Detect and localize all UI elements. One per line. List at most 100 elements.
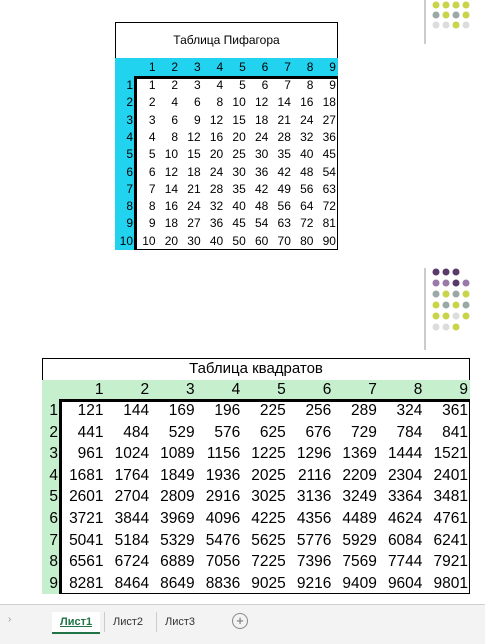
table-cell: 5 bbox=[239, 78, 246, 92]
table-cell: 1 bbox=[148, 78, 156, 92]
table-cell: 9604 bbox=[387, 574, 423, 592]
row-header: 5 bbox=[126, 147, 133, 162]
table-cell: 60 bbox=[254, 233, 269, 248]
table-cell: 70 bbox=[277, 233, 291, 248]
row-header: 8 bbox=[49, 553, 58, 571]
table-cell: 784 bbox=[396, 423, 423, 441]
column-header: 4 bbox=[231, 381, 241, 398]
column-header: 7 bbox=[368, 381, 377, 398]
table-cell: 2 bbox=[148, 95, 156, 110]
dots-middle bbox=[432, 268, 470, 331]
table-cell: 6 bbox=[171, 112, 179, 127]
table-cell: 5776 bbox=[296, 531, 332, 549]
table-cell: 6 bbox=[261, 78, 269, 92]
table-cell: 18 bbox=[164, 216, 179, 231]
table-cell: 6 bbox=[193, 95, 201, 110]
column-header: 4 bbox=[216, 60, 224, 74]
table-cell: 28 bbox=[209, 181, 224, 196]
table-cell: 289 bbox=[351, 402, 377, 419]
sheet-tab[interactable]: Лист3 bbox=[156, 612, 203, 632]
table-cell: 3844 bbox=[114, 510, 150, 527]
table-cell: 45 bbox=[232, 216, 246, 231]
table-cell: 7056 bbox=[205, 553, 241, 571]
table-cell: 21 bbox=[277, 112, 291, 127]
table-cell: 4 bbox=[148, 129, 156, 144]
table-cell: 3481 bbox=[433, 488, 468, 506]
table-cell: 10 bbox=[142, 233, 156, 248]
row-header: 1 bbox=[49, 402, 58, 419]
table-cell: 8 bbox=[171, 129, 179, 144]
scroll-arrow[interactable]: › bbox=[8, 614, 12, 625]
table-cell: 21 bbox=[187, 181, 201, 196]
table-cell: 7921 bbox=[433, 553, 468, 571]
table-cell: 54 bbox=[254, 216, 269, 231]
table-cell: 14 bbox=[164, 181, 179, 196]
table-cell: 196 bbox=[214, 402, 241, 419]
row-header: 4 bbox=[49, 466, 58, 484]
table-cell: 961 bbox=[77, 445, 104, 463]
table-cell: 9409 bbox=[342, 574, 377, 592]
table-cell: 25 bbox=[232, 147, 246, 162]
table-cell: 20 bbox=[164, 233, 179, 248]
sheet-tab[interactable]: Лист2 bbox=[104, 612, 151, 632]
table-cell: 30 bbox=[254, 147, 269, 162]
table-cell: 27 bbox=[187, 216, 201, 231]
row-header: 7 bbox=[126, 181, 133, 196]
table-cell: 5329 bbox=[160, 531, 195, 549]
table-cell: 8836 bbox=[205, 574, 241, 592]
table-cell: 3136 bbox=[296, 488, 332, 506]
table-cell: 5184 bbox=[114, 531, 150, 549]
table-cell: 4761 bbox=[433, 510, 468, 527]
table-cell: 2601 bbox=[69, 488, 104, 506]
table-cell: 6561 bbox=[69, 553, 104, 571]
table-cell: 9216 bbox=[296, 574, 332, 592]
table-cell: 484 bbox=[123, 423, 150, 441]
table-title: Таблица квадратов bbox=[189, 360, 323, 377]
table-cell: 56 bbox=[277, 199, 291, 214]
table-cell: 324 bbox=[396, 402, 423, 419]
table-cell: 6724 bbox=[114, 553, 150, 571]
table-cell: 121 bbox=[77, 402, 104, 419]
table-cell: 6889 bbox=[160, 553, 195, 571]
row-header: 6 bbox=[126, 164, 133, 179]
table-cell: 12 bbox=[209, 112, 224, 127]
table-cell: 9 bbox=[329, 78, 336, 92]
table-cell: 48 bbox=[254, 199, 269, 214]
table-cell: 1089 bbox=[160, 445, 195, 463]
column-header: 6 bbox=[322, 381, 332, 398]
column-header: 3 bbox=[186, 381, 195, 398]
table-cell: 9801 bbox=[433, 574, 468, 592]
table-cell: 18 bbox=[187, 164, 201, 179]
sheet-tab[interactable]: Лист1 bbox=[52, 612, 101, 634]
table-cell: 27 bbox=[322, 112, 336, 127]
table-cell: 7396 bbox=[296, 553, 332, 571]
table-cell: 3721 bbox=[69, 510, 104, 527]
table-cell: 5625 bbox=[251, 531, 286, 549]
table-cell: 15 bbox=[232, 112, 246, 127]
table-cell: 36 bbox=[322, 129, 336, 144]
table-cell: 1444 bbox=[387, 445, 423, 463]
table-cell: 12 bbox=[187, 129, 201, 144]
table-cell: 441 bbox=[77, 423, 104, 441]
table-cell: 9 bbox=[193, 112, 201, 127]
table-cell: 7744 bbox=[387, 553, 423, 571]
table-cell: 14 bbox=[277, 95, 291, 110]
table-cell: 8464 bbox=[114, 574, 150, 592]
table-cell: 169 bbox=[168, 402, 195, 419]
table-cell: 225 bbox=[259, 402, 286, 419]
column-header: 3 bbox=[193, 60, 201, 74]
table-cell: 40 bbox=[209, 233, 224, 248]
table-cell: 12 bbox=[164, 164, 179, 179]
row-header: 6 bbox=[49, 510, 58, 527]
table-title: Таблица Пифагора bbox=[173, 33, 280, 47]
column-header: 2 bbox=[171, 60, 179, 74]
table-cell: 30 bbox=[187, 233, 201, 248]
row-header: 2 bbox=[126, 95, 133, 110]
add-sheet-button[interactable]: + bbox=[232, 613, 248, 629]
table-cell: 676 bbox=[305, 423, 332, 441]
header-column-band bbox=[42, 380, 60, 595]
row-header: 4 bbox=[126, 129, 133, 144]
data-area-border bbox=[59, 399, 470, 595]
table-cell: 50 bbox=[232, 233, 246, 248]
